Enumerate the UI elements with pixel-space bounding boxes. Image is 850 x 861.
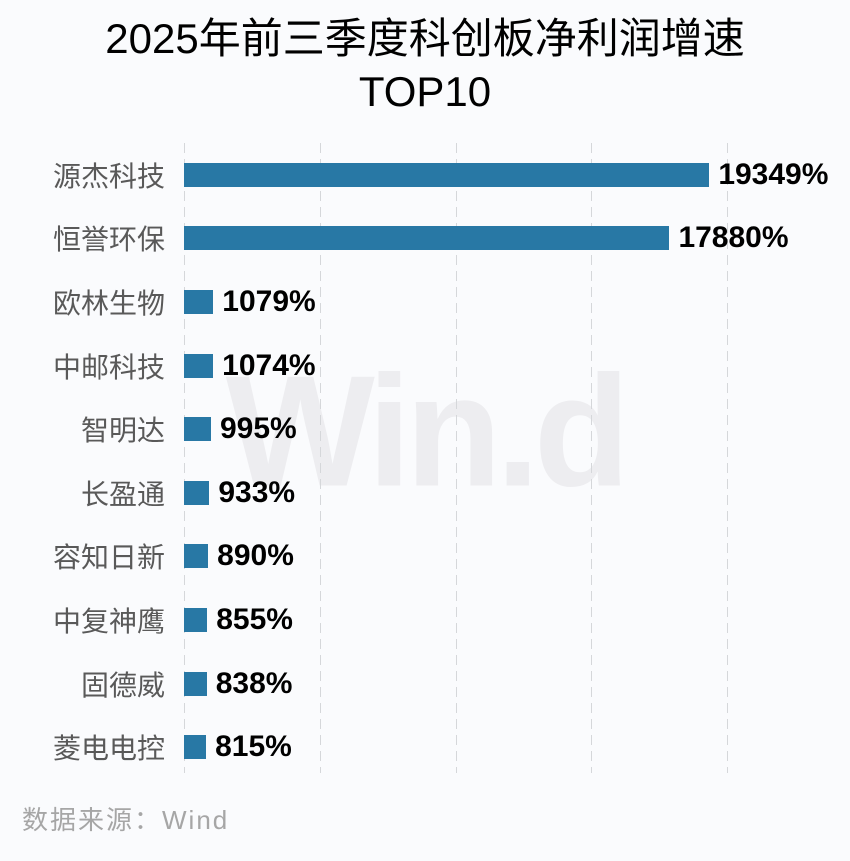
chart-title: 2025年前三季度科创板净利润增速 TOP10	[0, 12, 850, 118]
category-label: 菱电电控	[52, 733, 165, 765]
value-label: 1079%	[222, 284, 316, 318]
gridline	[319, 143, 321, 773]
category-label: 中邮科技	[52, 351, 165, 383]
bar	[184, 480, 210, 505]
data-source: 数据来源：Wind	[22, 805, 230, 835]
bar	[184, 671, 207, 696]
bar-row: 815%	[184, 715, 850, 779]
gridline	[455, 143, 457, 773]
value-label: 19349%	[718, 157, 829, 191]
bar-row: 1074%	[184, 334, 850, 398]
bar	[184, 607, 208, 632]
value-label: 815%	[215, 730, 292, 764]
bar-row: 890%	[184, 525, 850, 589]
bar-row: 838%	[184, 652, 850, 716]
value-label: 1074%	[222, 348, 316, 382]
category-label: 源杰科技	[52, 160, 165, 192]
gridline	[727, 143, 728, 773]
category-label: 中复神鹰	[52, 605, 165, 637]
category-label: 容知日新	[52, 542, 165, 574]
gridlines	[0, 143, 850, 773]
chart-title-line1: 2025年前三季度科创板净利润增速	[105, 15, 745, 62]
bar-row: 19349%	[184, 143, 850, 207]
bar	[184, 735, 207, 760]
wind-watermark: Win.d	[225, 343, 631, 520]
bar	[184, 544, 209, 569]
category-label: 长盈通	[80, 478, 165, 510]
bars: 19349% 17880% 1079% 1074% 995% 933% 890% 855% 83…	[184, 143, 850, 779]
category-labels: 源杰科技恒誉环保欧林生物中邮科技智明达长盈通容知日新中复神鹰固德威菱电电控	[0, 143, 165, 779]
gridline	[591, 143, 593, 773]
category-label: 恒誉环保	[52, 224, 165, 256]
value-label: 933%	[218, 475, 296, 509]
chart-title-line2: TOP10	[358, 68, 492, 115]
value-label: 995%	[220, 412, 297, 446]
value-label: 890%	[217, 539, 294, 573]
value-label: 838%	[215, 666, 293, 700]
gridline	[184, 143, 185, 773]
category-label: 欧林生物	[52, 287, 165, 319]
bar-row: 17880%	[184, 207, 850, 271]
category-label: 智明达	[80, 415, 165, 447]
bar	[184, 289, 214, 314]
bar	[184, 226, 670, 251]
bar-row: 855%	[184, 588, 850, 652]
value-label: 855%	[216, 602, 293, 636]
category-label: 固德威	[80, 669, 165, 701]
bar-row: 933%	[184, 461, 850, 525]
bar-row: 1079%	[184, 270, 850, 334]
bar	[184, 353, 214, 378]
value-label: 17880%	[678, 221, 789, 255]
bar	[184, 417, 211, 442]
bar-row: 995%	[184, 397, 850, 461]
bar	[184, 162, 710, 187]
